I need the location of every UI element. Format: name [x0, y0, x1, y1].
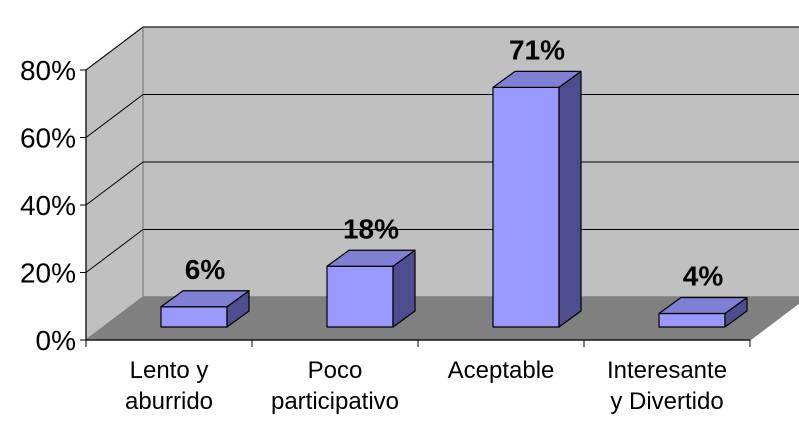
bar-front [326, 265, 394, 328]
gridline-side [85, 229, 144, 273]
y-tick-label: 0% [36, 325, 76, 356]
bar-front [658, 312, 726, 328]
x-tick-label: Lento y [130, 357, 209, 384]
gridline-side [85, 26, 144, 71]
x-tick-label: y Divertido [610, 388, 723, 415]
x-tick-label: Poco [308, 357, 363, 384]
bar-front [492, 86, 560, 328]
data-label: 4% [683, 261, 724, 292]
data-label: 18% [343, 213, 399, 244]
bar-top [492, 70, 582, 88]
bar-top [658, 296, 748, 315]
bar-front [160, 306, 228, 328]
gridline-side [85, 161, 144, 206]
gridline-side [85, 94, 144, 138]
data-label: 71% [509, 34, 565, 65]
y-tick-label: 80% [20, 55, 76, 86]
data-label: 6% [185, 254, 226, 285]
bar-side [558, 70, 582, 328]
bar-top [160, 290, 250, 308]
y-tick-label: 40% [20, 190, 76, 221]
y-tick-label: 20% [20, 258, 76, 289]
bar-top [326, 249, 416, 267]
x-tick-label: Interesante [607, 357, 727, 384]
y-tick-label: 60% [20, 123, 76, 154]
x-tick-label: participativo [271, 388, 399, 415]
x-tick-label: Aceptable [448, 357, 555, 384]
x-tick-label: aburrido [125, 388, 213, 415]
